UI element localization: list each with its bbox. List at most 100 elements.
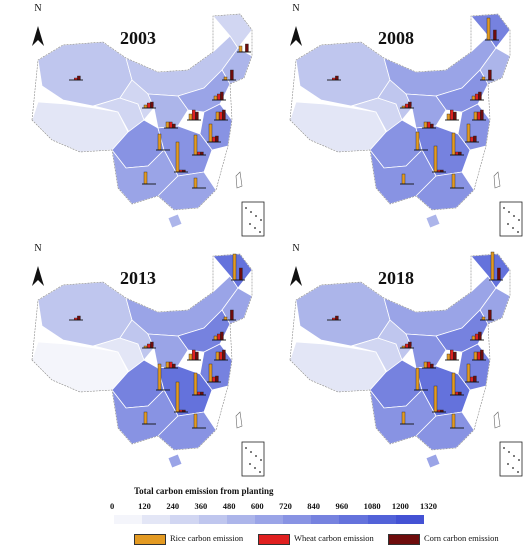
north-arrow: N xyxy=(286,244,306,254)
north-label: N xyxy=(292,3,300,14)
map-year-title: 2018 xyxy=(378,268,414,288)
corn-bar xyxy=(478,331,482,341)
south-china-sea-inset xyxy=(499,441,523,477)
inset-island-dot xyxy=(259,231,261,233)
rice-bar xyxy=(423,361,428,369)
corn-bar xyxy=(230,69,234,81)
inset-island-dot xyxy=(512,227,514,229)
rice-bar xyxy=(208,363,213,383)
rice-bar xyxy=(157,363,162,391)
corn-bar xyxy=(480,349,484,361)
rice-bar xyxy=(401,173,406,185)
rice-bar xyxy=(223,316,228,321)
scale-tick-label: 720 xyxy=(279,501,292,511)
province-north-plain xyxy=(177,69,231,113)
corn-bar xyxy=(408,341,412,349)
corn-bar xyxy=(77,75,81,81)
rice-bar xyxy=(215,351,220,361)
north-arrow-glyph xyxy=(290,266,302,286)
corn-bar xyxy=(480,109,484,121)
inset-island-dot xyxy=(249,223,251,225)
rice-bar xyxy=(471,335,476,341)
inset-island-dot xyxy=(260,459,262,461)
scale-tick-label: 0 xyxy=(110,501,115,511)
corn-bar xyxy=(220,91,224,101)
south-china-sea-inset xyxy=(241,441,265,477)
wheat-bar xyxy=(404,343,409,349)
corn-bar xyxy=(215,375,219,383)
map-year-title: 2003 xyxy=(120,28,156,48)
province-taiwan xyxy=(493,411,501,429)
corn-bar xyxy=(488,309,492,321)
map-panel-2003: N 2003 xyxy=(8,0,268,240)
north-arrow: N xyxy=(286,4,306,14)
inset-island-dot xyxy=(250,211,252,213)
scale-segment xyxy=(367,515,397,524)
corn-bar xyxy=(150,341,154,349)
rice-bar xyxy=(481,316,486,321)
wheat-bar xyxy=(449,109,454,121)
wheat-bar xyxy=(218,351,223,361)
province-hainan xyxy=(167,453,183,469)
province-north-plain xyxy=(435,309,489,353)
north-arrow-glyph xyxy=(32,266,44,286)
rice-bar xyxy=(423,121,428,129)
rice-bar xyxy=(446,353,451,361)
china-map-2003 xyxy=(31,13,265,237)
corn-bar xyxy=(453,111,457,121)
south-china-sea-inset xyxy=(241,201,265,237)
wheat-bar xyxy=(469,376,474,383)
rice-bar xyxy=(193,134,198,156)
inset-island-dot xyxy=(507,223,509,225)
wheat-bar xyxy=(476,111,481,121)
corn-bar xyxy=(473,375,477,383)
inset-island-dot xyxy=(508,451,510,453)
scale-tick-label: 1080 xyxy=(363,501,381,511)
scale-tick-label: 1320 xyxy=(420,501,437,511)
country-border xyxy=(289,253,511,451)
rice-bar xyxy=(193,372,198,396)
province-hainan xyxy=(425,213,441,229)
scale-tick-label: 840 xyxy=(307,501,321,511)
rice-bar xyxy=(188,353,193,361)
rice-bar xyxy=(471,95,476,101)
rice-bar xyxy=(466,363,471,383)
rice-bar xyxy=(143,411,148,425)
north-label: N xyxy=(34,3,42,14)
rice-bar xyxy=(451,372,456,396)
wheat-bar xyxy=(191,349,196,361)
legend-label: Wheat carbon emission xyxy=(294,533,374,543)
wheat-bar xyxy=(216,333,221,341)
rice-bar xyxy=(473,111,478,121)
scale-tick-label: 240 xyxy=(166,501,180,511)
corn-bar xyxy=(172,363,176,369)
china-map-2008 xyxy=(289,13,523,237)
rice-bar xyxy=(215,111,220,121)
scale-segment xyxy=(254,515,284,524)
scale-tick-label: 1200 xyxy=(391,501,409,511)
corn-bar xyxy=(77,315,81,321)
corn-bar xyxy=(430,123,434,129)
south-china-sea-inset xyxy=(499,201,523,237)
map-panel-2018: N 2018 xyxy=(266,240,526,480)
wheat-bar xyxy=(449,349,454,361)
rice-bar xyxy=(451,173,456,189)
corn-bar xyxy=(335,75,339,81)
rice-bar xyxy=(415,131,420,151)
inset-island-dot xyxy=(503,207,505,209)
province-taiwan xyxy=(493,171,501,189)
inset-island-dot xyxy=(507,463,509,465)
corn-bar xyxy=(453,351,457,361)
scale-segment xyxy=(395,515,425,524)
legend-label: Rice carbon emission xyxy=(170,533,244,543)
wheat-bar xyxy=(474,93,479,101)
rice-bar xyxy=(143,171,148,185)
corn-bar xyxy=(458,391,462,396)
rice-bar xyxy=(433,385,438,413)
scale-segment xyxy=(198,515,228,524)
wheat-bar xyxy=(426,361,431,369)
scale-tick-label: 360 xyxy=(194,501,208,511)
rice-bar xyxy=(401,411,406,425)
corn-bar xyxy=(215,135,219,143)
inset-island-dot xyxy=(249,463,251,465)
